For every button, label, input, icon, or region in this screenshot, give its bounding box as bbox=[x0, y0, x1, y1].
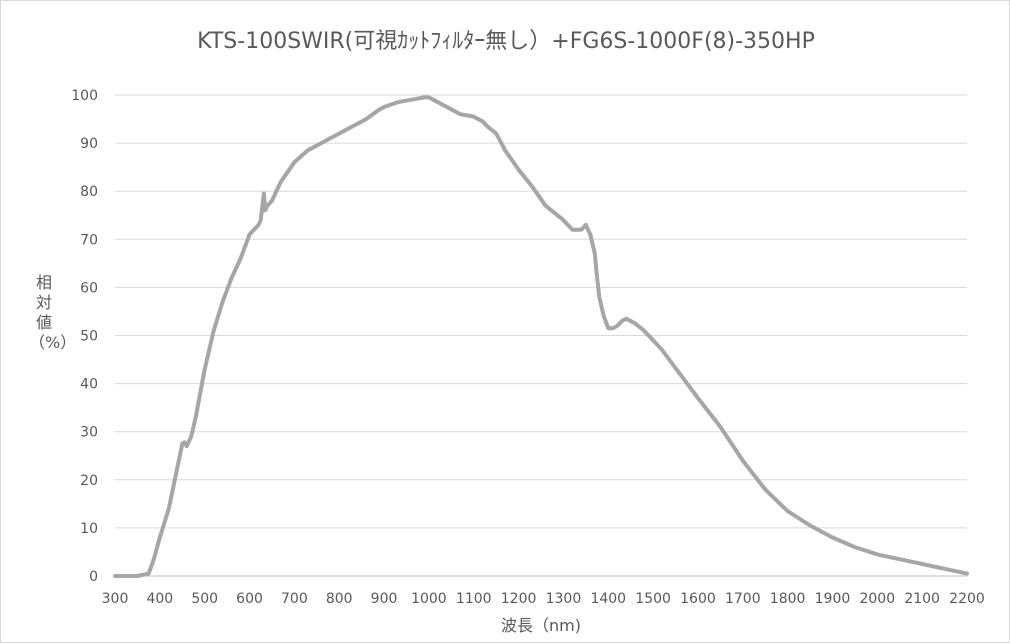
x-tick-label: 1700 bbox=[725, 591, 761, 607]
x-tick-label: 1000 bbox=[411, 591, 447, 607]
y-tick-label: 90 bbox=[80, 136, 98, 152]
y-tick-label: 80 bbox=[80, 184, 98, 200]
y-tick-label: 60 bbox=[80, 280, 98, 296]
x-tick-label: 1100 bbox=[456, 591, 492, 607]
x-tick-label: 1800 bbox=[770, 591, 806, 607]
x-tick-label: 900 bbox=[371, 591, 398, 607]
y-tick-label: 70 bbox=[80, 232, 98, 248]
x-tick-label: 1900 bbox=[815, 591, 851, 607]
y-axis-label: 相対値（%） bbox=[29, 273, 77, 352]
x-tick-label: 1600 bbox=[680, 591, 716, 607]
x-tick-label: 1500 bbox=[635, 591, 671, 607]
x-tick-label: 400 bbox=[146, 591, 173, 607]
x-tick-label: 1400 bbox=[590, 591, 626, 607]
x-axis-label: 波長（nm) bbox=[501, 616, 581, 635]
x-tick-label: 2100 bbox=[904, 591, 940, 607]
x-tick-label: 1200 bbox=[501, 591, 537, 607]
y-tick-label: 10 bbox=[80, 521, 98, 537]
x-tick-label: 300 bbox=[102, 591, 129, 607]
x-tick-label: 2000 bbox=[859, 591, 895, 607]
series-line bbox=[113, 95, 969, 578]
x-tick-label: 800 bbox=[326, 591, 353, 607]
x-tick-label: 1300 bbox=[546, 591, 582, 607]
x-tick-label: 600 bbox=[236, 591, 263, 607]
y-tick-label: 100 bbox=[71, 88, 98, 104]
chart-title: KTS-100SWIR(可視ｶｯﾄﾌｨﾙﾀｰ無し）+FG6S-1000F(8)-… bbox=[197, 29, 815, 54]
y-tick-label: 40 bbox=[80, 377, 98, 393]
y-tick-label: 20 bbox=[80, 473, 98, 489]
x-tick-label: 2200 bbox=[949, 591, 985, 607]
y-tick-label: 0 bbox=[89, 569, 98, 585]
x-tick-label: 500 bbox=[191, 591, 218, 607]
y-tick-label: 50 bbox=[80, 329, 98, 345]
y-tick-label: 30 bbox=[80, 425, 98, 441]
x-tick-label: 700 bbox=[281, 591, 308, 607]
